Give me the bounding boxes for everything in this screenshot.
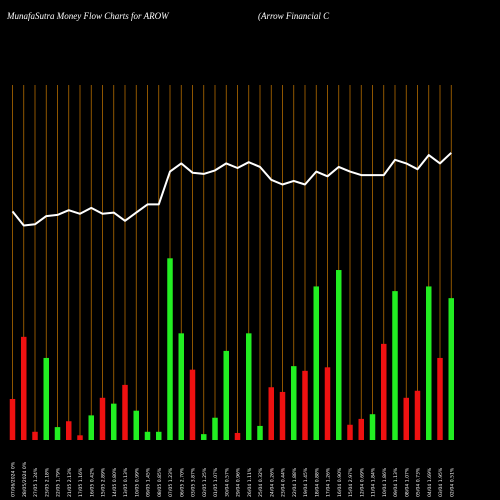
- money-flow-bar: [201, 434, 207, 440]
- x-tick-label: 10/05 0.99%: [134, 467, 140, 497]
- money-flow-bar: [99, 397, 106, 440]
- x-tick-label: 17/04 1.26%: [326, 467, 332, 497]
- price-line-layer: [11, 152, 452, 227]
- x-tick-label: 12/04 0.69%: [359, 467, 365, 497]
- x-tick-label: 02/04 0.51%: [449, 467, 455, 497]
- money-flow-bar: [347, 424, 353, 440]
- money-flow-bar: [167, 258, 173, 440]
- x-tick-label: 25/04 0.32%: [258, 467, 264, 497]
- money-flow-bar: [313, 286, 319, 440]
- money-flow-bar: [9, 398, 16, 440]
- x-axis-tick-labels: 07/06/2024 0% 28/05/2024 0% 27/05 1.24% 23/…: [11, 461, 456, 497]
- chart-title-company: (Arrow Financial C: [258, 11, 330, 21]
- x-tick-label: 06/05 2.70%: [179, 467, 185, 497]
- chart-title: MunafaSutra Money Flow Charts for AROW: [6, 11, 170, 21]
- x-tick-label: 27/05 1.24%: [33, 467, 39, 497]
- x-tick-label: 04/04 1.69%: [427, 467, 433, 497]
- money-flow-bar: [234, 432, 241, 440]
- x-tick-label: 08/04 1.07%: [404, 467, 410, 497]
- money-flow-bar: [111, 403, 117, 440]
- x-tick-label: 10/04 1.86%: [382, 467, 388, 497]
- x-tick-label: 22/05 1.79%: [56, 467, 62, 497]
- x-tick-label: 19/04 1.45%: [303, 467, 309, 497]
- x-tick-label: 05/04 0.73%: [416, 467, 422, 497]
- money-flow-bar: [122, 384, 128, 440]
- money-flow-bar: [414, 390, 421, 440]
- x-tick-label: 16/04 0.90%: [337, 467, 343, 497]
- x-tick-label: 24/04 0.26%: [269, 467, 275, 497]
- x-tick-label: 03/04 1.95%: [438, 467, 444, 497]
- money-flow-bar: [279, 391, 286, 440]
- money-flow-bar: [426, 286, 432, 440]
- money-flow-bar: [381, 343, 387, 440]
- x-tick-label: 02/05 1.25%: [202, 467, 208, 497]
- x-tick-label: 23/04 0.44%: [281, 467, 287, 497]
- x-tick-label: 17/05 1.16%: [78, 467, 84, 497]
- money-flow-bars: [9, 258, 454, 440]
- money-flow-bar: [43, 357, 49, 440]
- x-tick-label: 28/05/2024 0%: [22, 461, 28, 497]
- x-tick-label: 21/05 2.13%: [67, 467, 73, 497]
- money-flow-bar: [268, 387, 274, 440]
- x-tick-label: 13/05 0.13%: [123, 467, 129, 497]
- money-flow-bar: [77, 435, 83, 440]
- money-flow-bar: [302, 370, 308, 440]
- money-flow-bar: [189, 369, 196, 440]
- money-flow-bar: [21, 336, 27, 440]
- money-flow-bar: [133, 410, 139, 440]
- x-tick-label: 16/05 0.42%: [89, 467, 95, 497]
- x-tick-label: 29/04 0.96%: [236, 467, 242, 497]
- x-tick-label: 09/04 1.13%: [393, 467, 399, 497]
- money-flow-bar: [336, 270, 342, 440]
- money-flow-bar: [144, 431, 151, 440]
- x-tick-label: 08/05 0.85%: [157, 467, 163, 497]
- x-tick-label: 22/04 1.88%: [292, 467, 298, 497]
- money-flow-bar: [324, 367, 331, 440]
- x-tick-label: 18/04 0.88%: [314, 467, 320, 497]
- money-flow-bar: [156, 431, 162, 440]
- x-tick-label: 26/04 1.11%: [247, 467, 253, 497]
- money-flow-bar: [392, 291, 398, 440]
- money-flow-bar: [223, 350, 229, 440]
- price-line: [11, 152, 452, 227]
- money-flow-bar: [437, 357, 443, 440]
- money-flow-bar: [212, 417, 218, 440]
- money-flow-bar: [358, 418, 364, 440]
- x-tick-label: 07/05 1.23%: [168, 467, 174, 497]
- x-tick-label: 09/05 1.45%: [146, 467, 152, 497]
- x-tick-label: 07/06/2024 0%: [11, 461, 17, 497]
- money-flow-bar: [178, 333, 184, 440]
- x-tick-label: 14/05 0.80%: [112, 467, 118, 497]
- x-tick-label: 11/04 1.84%: [371, 467, 377, 497]
- x-tick-label: 30/04 0.57%: [224, 467, 230, 497]
- x-tick-label: 03/05 3.87%: [191, 467, 197, 497]
- x-tick-label: 15/04 2.97%: [348, 467, 354, 497]
- money-flow-bar: [403, 397, 409, 440]
- money-flow-bar: [246, 333, 252, 440]
- money-flow-bar: [32, 431, 38, 440]
- money-flow-bar: [257, 425, 263, 440]
- x-tick-label: 23/05 2.18%: [44, 467, 50, 497]
- money-flow-bar: [66, 421, 72, 440]
- money-flow-bar: [54, 427, 61, 440]
- money-flow-bar: [291, 366, 297, 440]
- money-flow-bar: [448, 298, 454, 440]
- x-tick-label: 15/05 2.89%: [101, 467, 107, 497]
- x-tick-label: 01/05 1.07%: [213, 467, 219, 497]
- money-flow-bar: [369, 414, 376, 440]
- money-flow-bar: [88, 415, 94, 440]
